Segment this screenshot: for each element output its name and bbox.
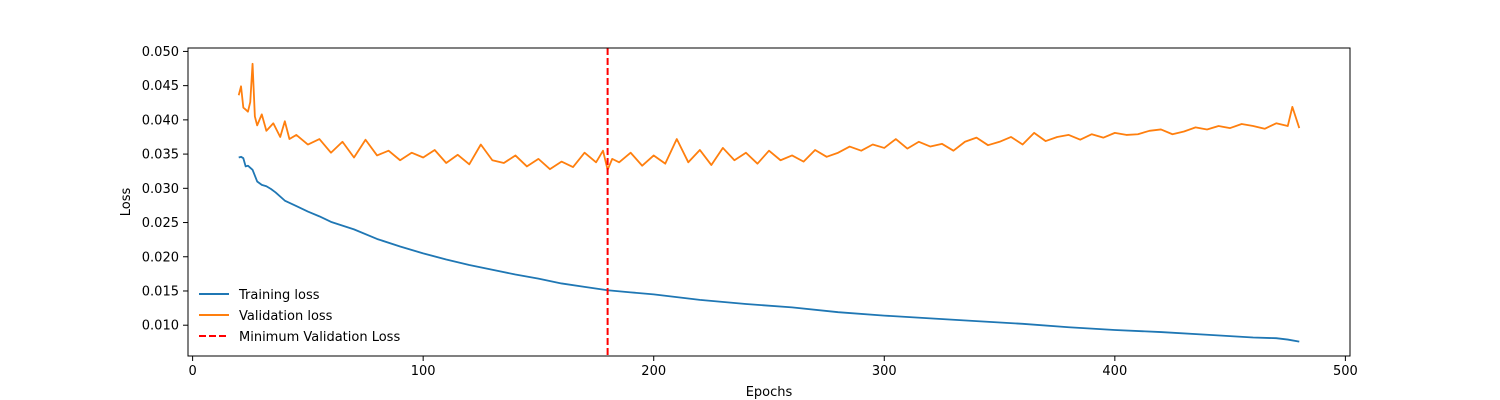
x-tick-label: 0 (188, 364, 196, 379)
y-tick-label: 0.035 (142, 148, 179, 163)
y-tick-label: 0.025 (142, 216, 179, 231)
legend-label-minimum-validation-loss: Minimum Validation Loss (239, 330, 400, 345)
series-layer (237, 62, 1301, 343)
legend-label-training-loss: Training loss (238, 288, 320, 303)
y-tick-label: 0.010 (142, 319, 179, 334)
x-tick-label: 500 (1333, 364, 1358, 379)
legend: Training loss Validation loss Minimum Va… (199, 288, 400, 345)
x-axis-ticks: 0 100 200 300 400 500 (188, 356, 1358, 379)
y-axis-label: Loss (119, 188, 134, 217)
x-tick-label: 200 (641, 364, 666, 379)
y-tick-label: 0.020 (142, 250, 179, 265)
y-tick-label: 0.050 (142, 45, 179, 60)
x-tick-label: 100 (411, 364, 436, 379)
series-line-validation-loss (237, 62, 1301, 171)
y-tick-label: 0.030 (142, 182, 179, 197)
x-axis-label: Epochs (746, 385, 793, 400)
y-tick-label: 0.045 (142, 79, 179, 94)
x-tick-label: 400 (1102, 364, 1127, 379)
y-axis-ticks: 0.010 0.015 0.020 0.025 0.030 0.035 0.040 0.045… (142, 45, 188, 334)
x-tick-label: 300 (872, 364, 897, 379)
y-tick-label: 0.015 (142, 284, 179, 299)
plot-frame (187, 47, 1351, 357)
series-line-training-loss (238, 155, 1300, 343)
legend-label-validation-loss: Validation loss (239, 309, 333, 324)
y-tick-label: 0.040 (142, 113, 179, 128)
